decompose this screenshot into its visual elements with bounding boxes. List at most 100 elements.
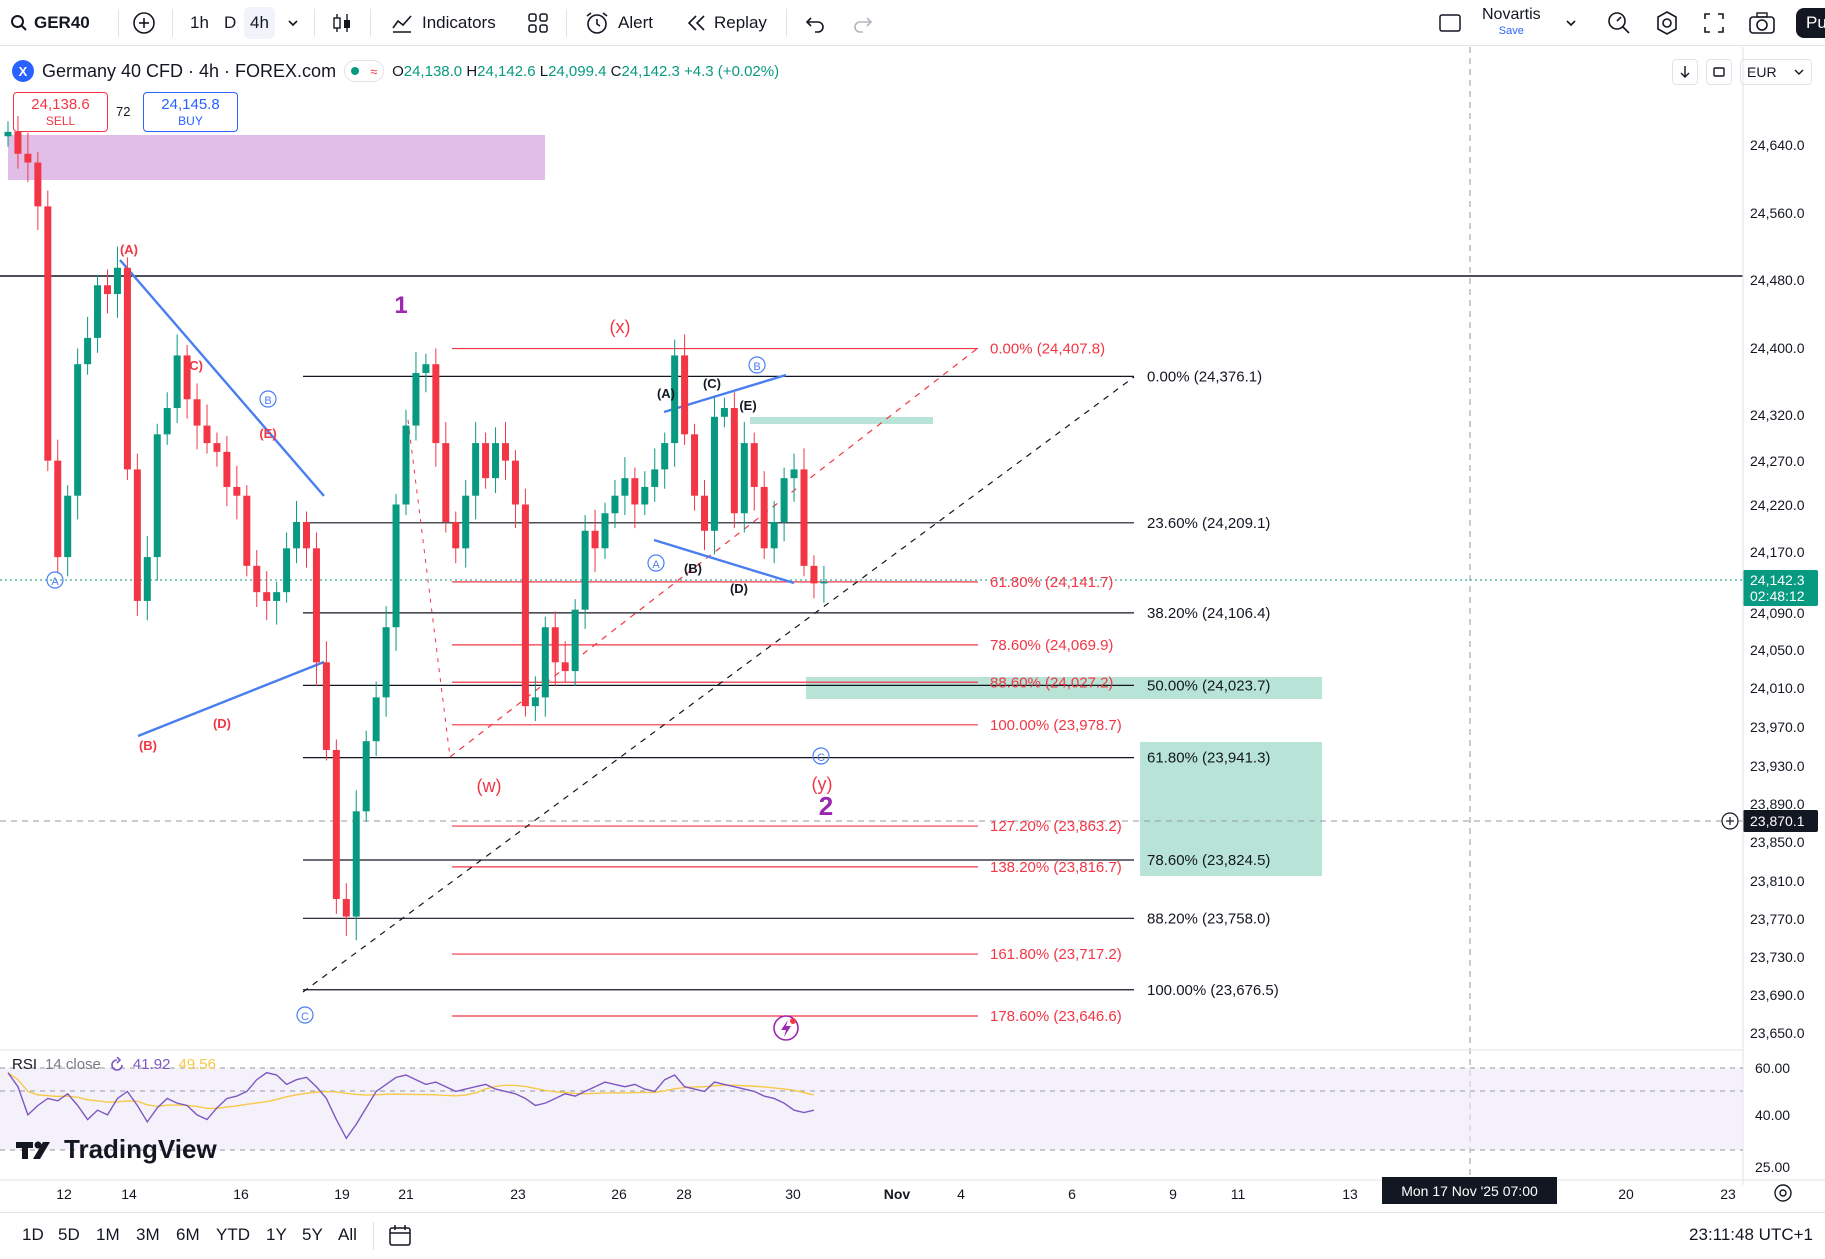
candle-body (24, 153, 32, 163)
candle-body (462, 495, 470, 549)
time-tick-label: Nov (884, 1186, 911, 1202)
candle-body (402, 425, 410, 505)
candle-body (432, 364, 440, 444)
candle-body (293, 522, 301, 549)
candle-body (362, 741, 370, 812)
rsi-legend: RSI 14 close 41.92 49.56 (12, 1056, 216, 1073)
restore-button[interactable] (1706, 59, 1732, 85)
alert-button[interactable]: Alert (584, 0, 653, 46)
fib-trend-line-black[interactable] (302, 376, 1135, 993)
timeframe-d[interactable]: D (224, 13, 237, 32)
circle-b-label: B (264, 395, 271, 407)
candle-body (412, 372, 420, 426)
utc-clock[interactable]: 23:11:48 UTC+1 (1689, 1225, 1813, 1244)
chart-canvas[interactable]: 0.00% (24,376.1) 23.60% (24,209.1) 38.20% … (0, 47, 1825, 1207)
currency-select[interactable]: EUR (1740, 59, 1812, 85)
time-tick-label: 20 (1618, 1186, 1634, 1202)
price-tick-label: 24,090.0 (1750, 605, 1805, 621)
fullscreen-button[interactable] (1702, 0, 1726, 46)
wave-a-black-label: (A) (657, 386, 675, 401)
undo-button[interactable] (804, 0, 826, 46)
templates-button[interactable] (526, 0, 550, 46)
range-5d[interactable]: 5D (58, 1225, 80, 1244)
timeframe-4h[interactable]: 4h (244, 7, 275, 39)
layout-checkbox[interactable] (1438, 0, 1462, 46)
refresh-icon[interactable] (109, 1056, 125, 1073)
restore-icon (1713, 67, 1725, 77)
timeframe-1h[interactable]: 1h (190, 13, 209, 32)
range-3m[interactable]: 3M (136, 1225, 160, 1244)
download-button[interactable] (1672, 59, 1698, 85)
symbol-search[interactable]: GER40 (10, 0, 90, 46)
range-1y[interactable]: 1Y (266, 1225, 287, 1244)
triangle-upper-line[interactable] (119, 259, 325, 497)
market-open-icon (350, 67, 359, 75)
timeframe-dropdown[interactable] (286, 0, 300, 46)
fib-extension-red[interactable]: 0.00% (24,407.8) 61.80% (24,141.7) 78.60% … (452, 341, 1122, 1025)
time-tick-label: 14 (121, 1186, 137, 1202)
time-tick-label: 26 (611, 1186, 627, 1202)
publish-button[interactable]: Pu (1796, 8, 1825, 38)
add-symbol-button[interactable] (132, 0, 156, 46)
candle-body (422, 364, 430, 373)
redo-button[interactable] (852, 0, 874, 46)
range-all[interactable]: All (338, 1225, 357, 1244)
wave-2-label: 2 (819, 791, 833, 821)
candle-body (701, 495, 708, 531)
settings-button[interactable] (1654, 0, 1680, 46)
ohlc-values: O24,138.0 H24,142.6 L24,099.4 C24,142.3 … (392, 62, 780, 80)
last-price-label: 24,142.3 (1750, 572, 1805, 588)
tradingview-logo-icon (16, 1141, 50, 1159)
fib-level-label: 88.60% (24,027.2) (990, 674, 1113, 691)
price-tick-label: 24,220.0 (1750, 497, 1805, 513)
candle-body (810, 565, 818, 584)
time-axis-settings-icon[interactable] (1774, 1184, 1792, 1202)
layout-dropdown[interactable] (1564, 0, 1578, 46)
sell-button[interactable]: 24,138.6 SELL (13, 92, 108, 132)
candle-body (780, 478, 788, 523)
wave-d-red-label: (D) (213, 716, 231, 731)
fib-retracement-black[interactable]: 0.00% (24,376.1) 23.60% (24,209.1) 38.20% … (303, 368, 1279, 999)
candle-body (44, 206, 52, 461)
time-tick-label: 9 (1169, 1186, 1177, 1202)
range-1d[interactable]: 1D (22, 1225, 44, 1244)
buy-button[interactable]: 24,145.8 BUY (143, 92, 238, 132)
symbol-label: GER40 (34, 13, 90, 32)
price-axis[interactable]: 24,640.0 24,560.0 24,480.0 24,400.0 24,320.0… (1721, 137, 1818, 1041)
candle-body (581, 530, 589, 610)
price-tick-label: 24,320.0 (1750, 407, 1805, 423)
rsi-value: 41.92 (132, 1056, 171, 1073)
symbol-title[interactable]: Germany 40 CFD · 4h · FOREX.com (42, 60, 337, 81)
circled-wave-labels: A B C A B C (46, 356, 830, 1024)
quick-search-button[interactable] (1606, 0, 1632, 46)
replay-button[interactable]: Replay (684, 0, 767, 46)
candle-body (203, 425, 211, 444)
market-status-pill[interactable]: ≈ (344, 60, 385, 82)
rsi-band (0, 1068, 1743, 1150)
range-5y[interactable]: 5Y (302, 1225, 323, 1244)
layout-name-button[interactable]: Novartis Save (1482, 0, 1541, 46)
date-range-button[interactable] (388, 1223, 412, 1252)
wave-w-label: (w) (477, 776, 502, 796)
range-ytd[interactable]: YTD (216, 1225, 250, 1244)
triangle-lower-line[interactable] (137, 660, 325, 738)
time-axis[interactable]: 12 14 16 19 21 23 26 28 30 Nov 4 6 9 11 13 20 23 (56, 1186, 1736, 1202)
candles-icon (333, 14, 350, 32)
tradingview-logo[interactable]: TradingView (16, 1134, 217, 1165)
candle-body (382, 627, 390, 698)
triangle2-lower-line[interactable] (653, 538, 795, 585)
wave-1-label: 1 (394, 292, 407, 319)
rsi-label[interactable]: RSI (12, 1056, 38, 1073)
event-marker-icon[interactable] (773, 1015, 799, 1041)
snapshot-button[interactable] (1748, 0, 1776, 46)
candle-body (253, 565, 261, 593)
candle-body (442, 443, 450, 523)
range-1m[interactable]: 1M (96, 1225, 120, 1244)
chart-type-button[interactable] (330, 0, 354, 46)
range-6m[interactable]: 6M (176, 1225, 200, 1244)
candle-body (283, 548, 291, 593)
indicators-button[interactable]: Indicators (390, 0, 496, 46)
supply-zone (8, 135, 545, 180)
fib-trend-line-red[interactable] (449, 347, 979, 758)
replay-label: Replay (714, 13, 767, 32)
